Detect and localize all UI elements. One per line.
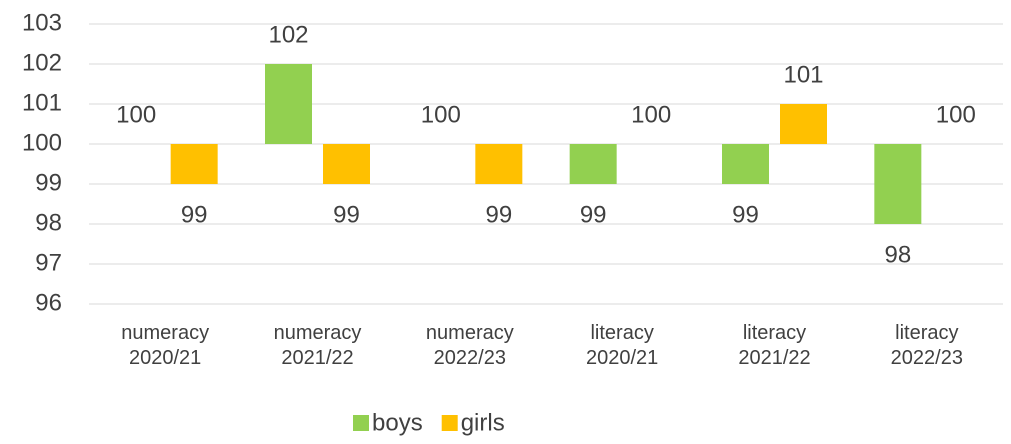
y-tick-label: 98 xyxy=(35,209,62,236)
bar xyxy=(722,144,769,184)
x-tick-label: numeracy 2020/21 xyxy=(121,322,210,369)
data-label: 100 xyxy=(421,101,461,128)
data-label: 99 xyxy=(732,201,759,228)
bar xyxy=(323,144,370,184)
bar xyxy=(874,144,922,224)
x-tick-label: literacy 2020/21 xyxy=(586,322,659,369)
y-tick-label: 96 xyxy=(35,289,62,316)
x-tick-label: numeracy 2022/23 xyxy=(425,322,514,369)
y-tick-label: 101 xyxy=(22,89,62,116)
data-label: 101 xyxy=(783,61,823,88)
y-tick-label: 99 xyxy=(35,169,62,196)
bar xyxy=(569,144,617,184)
data-label: 102 xyxy=(268,21,308,48)
data-label: 100 xyxy=(936,101,976,128)
bar xyxy=(170,144,218,184)
bar xyxy=(265,64,312,144)
bar xyxy=(780,104,827,144)
bar xyxy=(475,144,523,184)
y-tick-label: 100 xyxy=(22,129,62,156)
y-tick-label: 97 xyxy=(35,249,62,276)
x-tick-label: numeracy 2021/22 xyxy=(273,322,362,369)
y-tick-label: 103 xyxy=(22,9,62,36)
x-tick-label: literacy 2021/22 xyxy=(738,322,811,369)
data-label: 100 xyxy=(116,101,156,128)
x-tick-label: literacy 2022/23 xyxy=(890,322,963,369)
data-label: 98 xyxy=(884,241,911,268)
y-tick-label: 102 xyxy=(22,49,62,76)
data-label: 99 xyxy=(485,201,512,228)
data-label: 99 xyxy=(333,201,360,228)
data-label: 99 xyxy=(580,201,607,228)
legend-label: girls xyxy=(461,409,505,436)
legend-swatch xyxy=(353,415,369,431)
legend-label: boys xyxy=(372,409,423,436)
legend-swatch xyxy=(441,415,458,431)
data-label: 99 xyxy=(181,201,208,228)
data-label: 100 xyxy=(631,101,671,128)
